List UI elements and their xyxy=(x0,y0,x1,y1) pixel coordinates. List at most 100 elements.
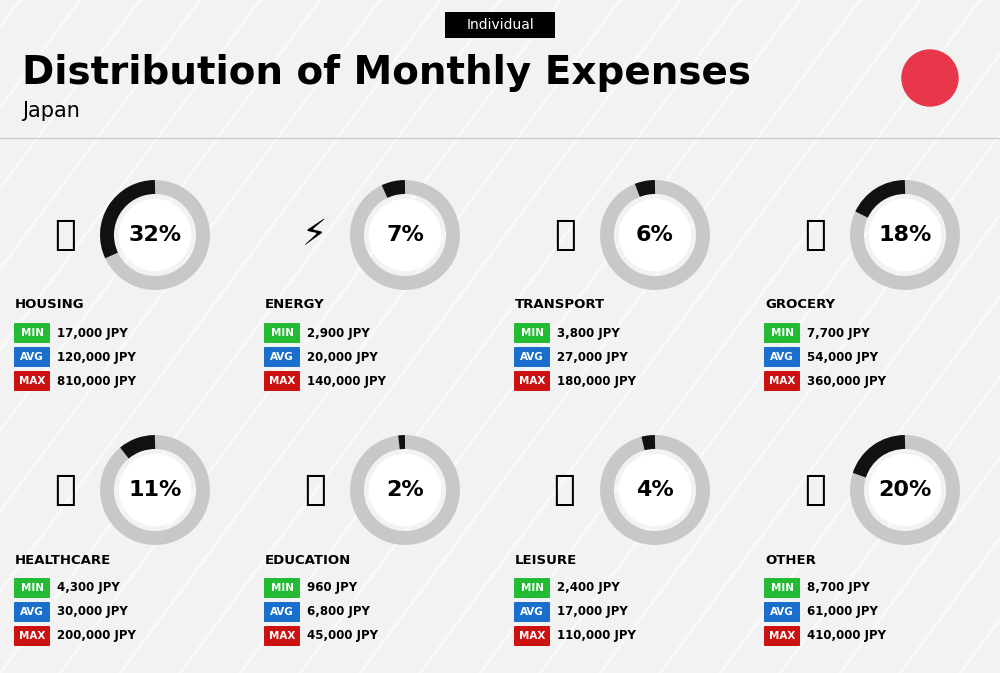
FancyBboxPatch shape xyxy=(14,602,50,622)
Text: MIN: MIN xyxy=(520,328,544,338)
FancyBboxPatch shape xyxy=(764,347,800,367)
Text: 6%: 6% xyxy=(636,225,674,245)
Text: MAX: MAX xyxy=(519,376,545,386)
Text: 3,800 JPY: 3,800 JPY xyxy=(557,326,620,339)
Circle shape xyxy=(869,199,941,271)
FancyBboxPatch shape xyxy=(264,626,300,646)
FancyBboxPatch shape xyxy=(14,371,50,391)
Text: 💰: 💰 xyxy=(804,473,826,507)
Text: HOUSING: HOUSING xyxy=(15,299,85,312)
Text: MIN: MIN xyxy=(20,583,44,593)
Text: MIN: MIN xyxy=(770,583,794,593)
Text: AVG: AVG xyxy=(770,352,794,362)
Text: AVG: AVG xyxy=(270,607,294,617)
Text: 7%: 7% xyxy=(386,225,424,245)
Text: MAX: MAX xyxy=(769,376,795,386)
Text: MAX: MAX xyxy=(19,376,45,386)
FancyBboxPatch shape xyxy=(764,371,800,391)
Text: 17,000 JPY: 17,000 JPY xyxy=(557,606,628,618)
Text: 🎓: 🎓 xyxy=(304,473,326,507)
Text: 2,900 JPY: 2,900 JPY xyxy=(307,326,370,339)
Text: 2,400 JPY: 2,400 JPY xyxy=(557,581,620,594)
Text: 🛍️: 🛍️ xyxy=(554,473,576,507)
Text: 17,000 JPY: 17,000 JPY xyxy=(57,326,128,339)
Text: 810,000 JPY: 810,000 JPY xyxy=(57,374,136,388)
Text: 140,000 JPY: 140,000 JPY xyxy=(307,374,386,388)
Text: Individual: Individual xyxy=(466,18,534,32)
FancyBboxPatch shape xyxy=(764,626,800,646)
FancyBboxPatch shape xyxy=(764,602,800,622)
Text: 410,000 JPY: 410,000 JPY xyxy=(807,629,886,643)
FancyBboxPatch shape xyxy=(264,578,300,598)
Text: 20%: 20% xyxy=(878,480,932,500)
Text: 6,800 JPY: 6,800 JPY xyxy=(307,606,370,618)
Text: AVG: AVG xyxy=(270,352,294,362)
Text: 110,000 JPY: 110,000 JPY xyxy=(557,629,636,643)
Text: MAX: MAX xyxy=(519,631,545,641)
Text: 32%: 32% xyxy=(128,225,182,245)
Text: 200,000 JPY: 200,000 JPY xyxy=(57,629,136,643)
Text: 180,000 JPY: 180,000 JPY xyxy=(557,374,636,388)
Text: 18%: 18% xyxy=(878,225,932,245)
Text: MAX: MAX xyxy=(19,631,45,641)
Text: TRANSPORT: TRANSPORT xyxy=(515,299,605,312)
Text: OTHER: OTHER xyxy=(765,553,816,567)
Text: 27,000 JPY: 27,000 JPY xyxy=(557,351,628,363)
Text: 360,000 JPY: 360,000 JPY xyxy=(807,374,886,388)
Text: ENERGY: ENERGY xyxy=(265,299,325,312)
FancyBboxPatch shape xyxy=(14,347,50,367)
Text: 54,000 JPY: 54,000 JPY xyxy=(807,351,878,363)
Text: 8,700 JPY: 8,700 JPY xyxy=(807,581,870,594)
Text: 🛒: 🛒 xyxy=(804,218,826,252)
Text: 4%: 4% xyxy=(636,480,674,500)
Text: 🚌: 🚌 xyxy=(554,218,576,252)
Circle shape xyxy=(869,454,941,526)
Text: 61,000 JPY: 61,000 JPY xyxy=(807,606,878,618)
Circle shape xyxy=(119,199,191,271)
Text: MIN: MIN xyxy=(270,583,294,593)
FancyBboxPatch shape xyxy=(264,347,300,367)
FancyBboxPatch shape xyxy=(514,347,550,367)
Circle shape xyxy=(619,454,691,526)
Text: 🏥: 🏥 xyxy=(54,473,76,507)
FancyBboxPatch shape xyxy=(514,602,550,622)
Text: MAX: MAX xyxy=(269,376,295,386)
FancyBboxPatch shape xyxy=(445,12,555,38)
FancyBboxPatch shape xyxy=(264,602,300,622)
Text: MIN: MIN xyxy=(520,583,544,593)
FancyBboxPatch shape xyxy=(14,578,50,598)
Text: 2%: 2% xyxy=(386,480,424,500)
FancyBboxPatch shape xyxy=(514,626,550,646)
FancyBboxPatch shape xyxy=(264,371,300,391)
Text: AVG: AVG xyxy=(520,352,544,362)
Circle shape xyxy=(619,199,691,271)
Text: AVG: AVG xyxy=(770,607,794,617)
Text: HEALTHCARE: HEALTHCARE xyxy=(15,553,111,567)
Text: GROCERY: GROCERY xyxy=(765,299,835,312)
Text: 45,000 JPY: 45,000 JPY xyxy=(307,629,378,643)
Text: Distribution of Monthly Expenses: Distribution of Monthly Expenses xyxy=(22,54,751,92)
FancyBboxPatch shape xyxy=(514,323,550,343)
Text: AVG: AVG xyxy=(20,352,44,362)
Circle shape xyxy=(902,50,958,106)
Text: 4,300 JPY: 4,300 JPY xyxy=(57,581,120,594)
Text: MIN: MIN xyxy=(270,328,294,338)
Text: AVG: AVG xyxy=(520,607,544,617)
Text: 🏢: 🏢 xyxy=(54,218,76,252)
FancyBboxPatch shape xyxy=(764,578,800,598)
Circle shape xyxy=(369,454,441,526)
Text: MAX: MAX xyxy=(269,631,295,641)
FancyBboxPatch shape xyxy=(14,626,50,646)
Text: 20,000 JPY: 20,000 JPY xyxy=(307,351,378,363)
FancyBboxPatch shape xyxy=(764,323,800,343)
Text: MIN: MIN xyxy=(770,328,794,338)
Text: ⚡: ⚡ xyxy=(302,218,328,252)
Text: MIN: MIN xyxy=(20,328,44,338)
FancyBboxPatch shape xyxy=(514,371,550,391)
Text: 11%: 11% xyxy=(128,480,182,500)
Text: 120,000 JPY: 120,000 JPY xyxy=(57,351,136,363)
Text: AVG: AVG xyxy=(20,607,44,617)
FancyBboxPatch shape xyxy=(14,323,50,343)
Text: 960 JPY: 960 JPY xyxy=(307,581,357,594)
Circle shape xyxy=(369,199,441,271)
